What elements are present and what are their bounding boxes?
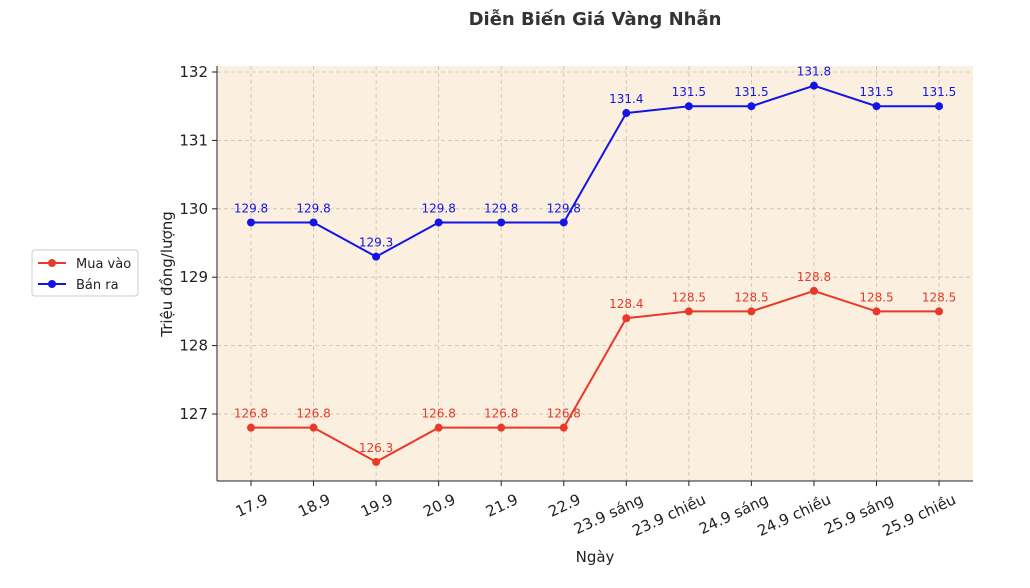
data-point xyxy=(559,423,568,432)
data-point xyxy=(747,102,756,111)
series-group: 126.8 126.8 126.3 126.8 126.8 126.8 128.4 128.5… xyxy=(234,65,956,466)
data-point xyxy=(809,286,818,295)
x-tick-label: 22.9 xyxy=(546,490,584,520)
axes xyxy=(216,66,973,482)
data-label: 129.8 xyxy=(547,201,581,215)
data-point xyxy=(247,218,255,227)
data-point xyxy=(747,307,756,316)
y-tick-label: 131 xyxy=(179,131,208,149)
data-label: 128.4 xyxy=(609,297,643,311)
data-label: 131.5 xyxy=(734,85,768,99)
data-label: 128.5 xyxy=(859,290,893,304)
series-line xyxy=(251,289,940,464)
x-tick-label: 21.9 xyxy=(483,490,521,520)
x-tick-label: 19.9 xyxy=(358,490,396,520)
data-label: 131.5 xyxy=(672,85,706,99)
series-line xyxy=(251,84,940,258)
data-label: 126.8 xyxy=(234,407,268,421)
legend-marker xyxy=(48,259,56,267)
data-point xyxy=(872,102,881,111)
data-label: 126.8 xyxy=(296,407,330,421)
data-label: 126.3 xyxy=(359,441,393,455)
chart-title: Diễn Biến Giá Vàng Nhẫn xyxy=(469,8,722,30)
x-tick-label: 17.9 xyxy=(233,490,271,520)
data-label: 129.8 xyxy=(421,201,455,215)
data-point xyxy=(309,218,318,227)
legend-label: Bán ra xyxy=(76,278,119,293)
data-point xyxy=(372,252,381,261)
data-label: 129.3 xyxy=(359,236,393,250)
data-label: 129.8 xyxy=(234,201,268,215)
data-label: 131.4 xyxy=(609,92,643,106)
data-point xyxy=(622,314,631,323)
y-tick-label: 127 xyxy=(179,405,208,423)
data-label: 131.8 xyxy=(797,65,831,79)
y-tick-label: 132 xyxy=(179,63,208,81)
data-label: 126.8 xyxy=(547,407,581,421)
data-point xyxy=(497,218,506,227)
data-point xyxy=(497,423,506,432)
data-point xyxy=(372,457,381,466)
data-point xyxy=(434,218,443,227)
legend: Mua vào Bán ra xyxy=(31,249,139,297)
data-label: 128.5 xyxy=(922,290,956,304)
legend-marker xyxy=(48,280,56,288)
data-point xyxy=(684,102,693,111)
data-label: 128.5 xyxy=(734,290,768,304)
x-axis-label: Ngày xyxy=(576,548,615,566)
data-point xyxy=(309,423,318,432)
x-tick-label: 20.9 xyxy=(420,490,458,520)
grid xyxy=(217,66,973,481)
data-label: 129.8 xyxy=(296,201,330,215)
y-tick-label: 128 xyxy=(179,337,208,355)
data-point xyxy=(684,307,693,316)
data-label: 126.8 xyxy=(421,407,455,421)
data-point xyxy=(622,109,631,118)
data-label: 128.8 xyxy=(797,270,831,284)
data-point xyxy=(809,81,818,90)
y-tick-label: 130 xyxy=(179,200,208,218)
data-point xyxy=(434,423,443,432)
data-point xyxy=(559,218,568,227)
plot-area xyxy=(217,66,973,481)
data-label: 126.8 xyxy=(484,407,518,421)
data-point xyxy=(935,307,944,316)
data-label: 128.5 xyxy=(672,290,706,304)
data-label: 131.5 xyxy=(859,85,893,99)
y-axis-label: Triệu đồng/lượng xyxy=(158,211,176,337)
data-label: 129.8 xyxy=(484,201,518,215)
y-ticks: 127 128 129 130 131 132 xyxy=(179,63,217,423)
y-tick-label: 129 xyxy=(179,268,208,286)
data-label: 131.5 xyxy=(922,85,956,99)
data-point xyxy=(935,102,944,111)
legend-label: Mua vào xyxy=(76,257,131,272)
data-point xyxy=(247,423,255,432)
x-tick-label: 18.9 xyxy=(295,490,333,520)
data-point xyxy=(872,307,881,316)
